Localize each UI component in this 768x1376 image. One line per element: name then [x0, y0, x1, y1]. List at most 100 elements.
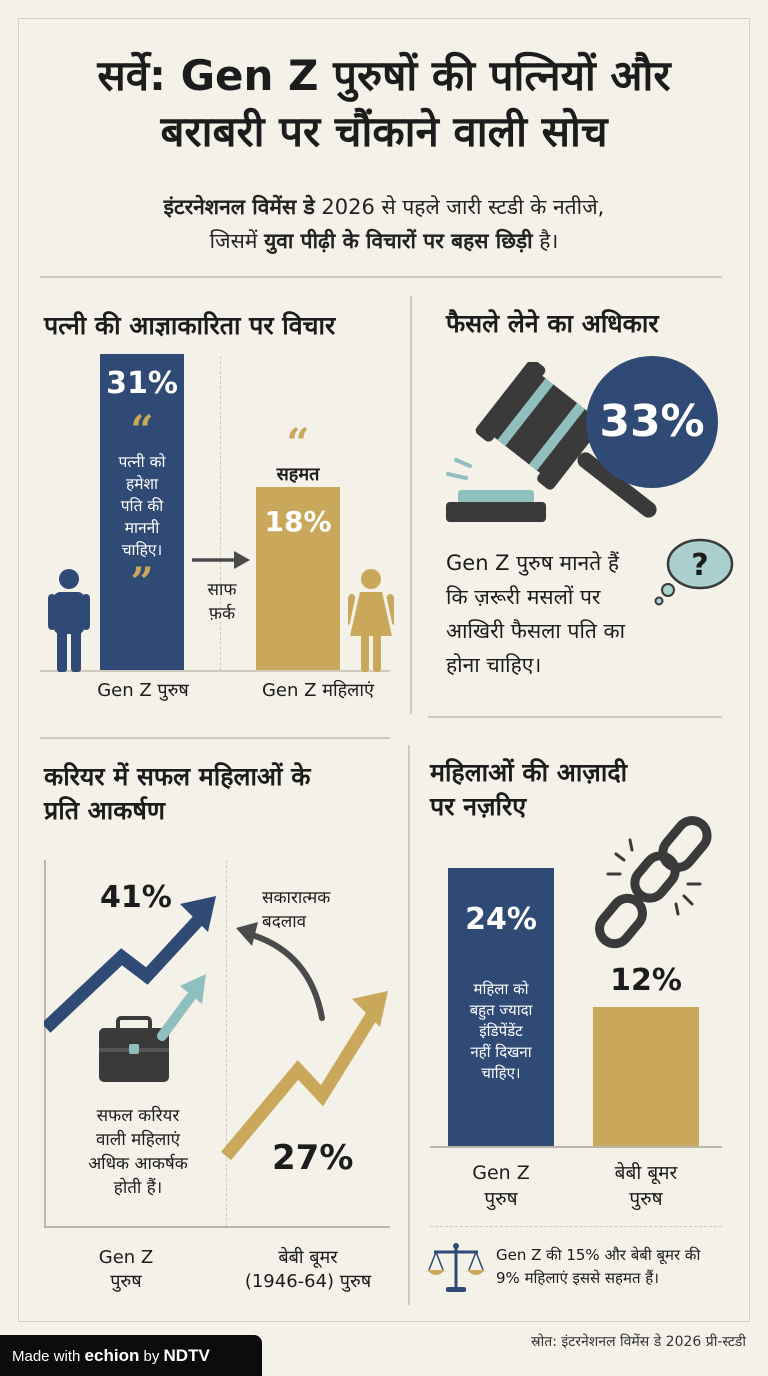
- freedom-note: Gen Z की 15% और बेबी बूमर की 9% महिलाएं …: [496, 1244, 700, 1290]
- bar-boomer-men-freedom: [593, 1007, 699, 1146]
- subtitle-rest-1: 2026 से पहले जारी स्टडी के नतीजे,: [314, 195, 605, 219]
- career-chart: [44, 896, 388, 1161]
- made-with-label: Made with: [12, 1348, 85, 1365]
- career-dashed-divider: [226, 860, 227, 1226]
- change-line-2: बदलाव: [262, 912, 307, 932]
- agree-label: सहमत: [276, 464, 320, 485]
- teal-arrow-icon: [157, 974, 206, 1041]
- divider-right-mid: [428, 716, 722, 718]
- freedom-quote-line: नहीं दिखना: [470, 1043, 532, 1061]
- boomer-career-value: 27%: [272, 1138, 354, 1178]
- career-note: सफल करियर वाली महिलाएं अधिक आकर्षक होती …: [60, 1104, 216, 1200]
- infographic-frame: [18, 18, 750, 1322]
- career-title-line-1: करियर में सफल महिलाओं के: [44, 762, 311, 791]
- divider-mid-top: [410, 296, 412, 714]
- boomer-trend-arrowhead: [352, 990, 388, 1027]
- echion-logo: echion: [84, 1346, 140, 1365]
- freedom-quote-line: इंडिपेंडेंट: [479, 1022, 523, 1040]
- career-note-line: वाली महिलाएं: [95, 1130, 181, 1150]
- freedom-genz-label: Gen Z पुरुष: [446, 1160, 556, 1212]
- gap-label: साफ फ़र्क: [190, 578, 254, 626]
- broken-chain-icon: [595, 816, 712, 949]
- career-boomer-line-2: (1946-64) पुरुष: [244, 1271, 372, 1292]
- career-note-line: अधिक आकर्षक: [88, 1154, 188, 1174]
- gap-line-1: साफ: [207, 580, 237, 600]
- subtitle-end-2: है।: [532, 229, 559, 253]
- freedom-baseline: [430, 1146, 722, 1148]
- obedience-baseline: [40, 670, 390, 672]
- positive-change-label: सकारात्मक बदलाव: [262, 886, 330, 934]
- genz-trend-line: [44, 909, 209, 1033]
- career-boomer-label: बेबी बूमर (1946-64) पुरुष: [220, 1246, 396, 1294]
- decision-text-line: आखिरी फैसला पति का: [446, 619, 626, 643]
- page-title: सर्वे: Gen Z पुरुषों की पत्नियों और बराब…: [0, 48, 768, 160]
- man-icon: [48, 569, 90, 672]
- quote-line: चाहिए।: [121, 541, 163, 559]
- career-title: करियर में सफल महिलाओं के प्रति आकर्षण: [44, 760, 310, 828]
- freedom-boomer-line-2: पुरुष: [629, 1188, 663, 1210]
- decision-title: फैसले लेने का अधिकार: [446, 309, 659, 338]
- freedom-note-divider: [430, 1226, 722, 1227]
- freedom-quote-line: बहुत ज्यादा: [469, 1001, 533, 1019]
- decision-text: Gen Z पुरुष मानते हैं कि ज़रूरी मसलों पर…: [446, 546, 625, 682]
- freedom-note-line-1: Gen Z की 15% और बेबी बूमर की: [496, 1246, 701, 1264]
- career-genz-label: Gen Z पुरुष: [66, 1246, 186, 1294]
- quote-line: माननी: [124, 519, 160, 537]
- freedom-title: महिलाओं की आज़ादी पर नज़रिए: [430, 756, 627, 824]
- career-genz-line-1: Gen Z: [98, 1247, 154, 1268]
- bar-value-label: 18%: [264, 505, 332, 538]
- divider-top: [40, 276, 722, 278]
- obedience-women-label: Gen Z महिलाएं: [261, 680, 374, 701]
- bar-genz-men-freedom: 24% महिला को बहुत ज्यादा इंडिपेंडेंट नही…: [448, 868, 554, 1146]
- career-boomer-line-1: बेबी बूमर: [278, 1247, 338, 1268]
- freedom-title-line-1: महिलाओं की आज़ादी: [430, 758, 628, 787]
- svg-text:?: ?: [691, 548, 708, 583]
- bar-value-label: 31%: [106, 366, 178, 401]
- arrow-right-icon: [192, 551, 250, 569]
- genz-trend-arrowhead: [180, 896, 216, 932]
- woman-icon: [348, 569, 394, 672]
- ndtv-logo: NDTV: [163, 1346, 210, 1365]
- freedom-note-line-2: 9% महिलाएं इससे सहमत हैं।: [496, 1269, 659, 1287]
- subtitle-start-2: जिसमें: [209, 229, 265, 253]
- freedom-boomer-label: बेबी बूमर पुरुष: [590, 1160, 702, 1212]
- career-note-line: होती हैं।: [113, 1178, 163, 1198]
- bar-value-label: 24%: [465, 902, 537, 937]
- thought-bubble-icon: ?: [654, 538, 734, 606]
- genz-career-value: 41%: [100, 880, 172, 915]
- freedom-quote-line: महिला को: [473, 980, 529, 998]
- obedience-title: पत्नी की आज्ञाकारिता पर विचार: [44, 311, 336, 340]
- divider-mid-bottom: [408, 745, 410, 1305]
- freedom-genz-line-1: Gen Z: [472, 1162, 530, 1184]
- bar-genz-women: 18%: [256, 487, 340, 670]
- decision-percent-circle: 33%: [586, 356, 718, 488]
- gavel-icon: [446, 362, 657, 522]
- quote-line: पत्नी को: [118, 453, 166, 471]
- quote-line: हमेशा: [125, 475, 159, 493]
- career-baseline: [44, 1226, 390, 1228]
- curved-arrow-icon: [246, 931, 325, 1021]
- gap-line-2: फ़र्क: [208, 604, 236, 624]
- scales-icon: [427, 1243, 485, 1292]
- bar-genz-men: 31% “ पत्नी को हमेशा पति की माननी चाहिए।…: [100, 354, 184, 670]
- curved-arrow-head-icon: [236, 922, 258, 946]
- subtitle-bold-2: युवा पीढ़ी के विचारों पर बहस छिड़ी: [264, 229, 533, 253]
- page-subtitle: इंटरनेशनल विमेंस डे 2026 से पहले जारी स्…: [0, 190, 768, 258]
- freedom-title-line-2: पर नज़रिए: [430, 792, 527, 821]
- close-quote-icon: ”: [130, 559, 154, 606]
- decision-text-line: कि ज़रूरी मसलों पर: [446, 585, 601, 609]
- decision-text-line: Gen Z पुरुष मानते हैं: [446, 551, 619, 575]
- decision-text-line: होना चाहिए।: [446, 653, 542, 677]
- title-line-1: सर्वे: Gen Z पुरुषों की पत्नियों और: [97, 51, 671, 100]
- obedience-men-label: Gen Z पुरुष: [97, 680, 189, 701]
- obedience-dashed-divider: [220, 356, 221, 670]
- quote-line: पति की: [120, 497, 164, 515]
- career-axis: [44, 860, 46, 1226]
- made-with-badge[interactable]: Made with echion by NDTV: [0, 1335, 262, 1376]
- freedom-quote-line: चाहिए।: [481, 1064, 521, 1082]
- freedom-genz-line-2: पुरुष: [484, 1188, 518, 1210]
- boomer-trend-line: [221, 1005, 382, 1161]
- subtitle-bold-1: इंटरनेशनल विमेंस डे: [163, 195, 315, 219]
- career-genz-line-2: पुरुष: [110, 1271, 142, 1292]
- title-line-2: बराबरी पर चौंकाने वाली सोच: [160, 107, 608, 156]
